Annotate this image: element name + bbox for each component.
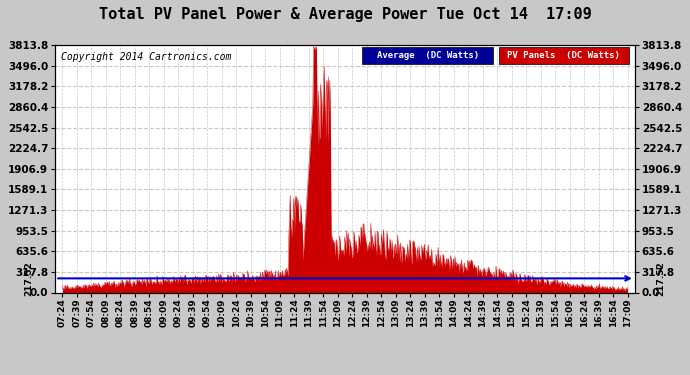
Text: 217.52: 217.52 [656, 261, 665, 296]
Text: 217.52: 217.52 [25, 261, 34, 296]
Text: Copyright 2014 Cartronics.com: Copyright 2014 Cartronics.com [61, 53, 231, 62]
Text: PV Panels  (DC Watts): PV Panels (DC Watts) [507, 51, 620, 60]
FancyBboxPatch shape [362, 48, 493, 63]
Text: Total PV Panel Power & Average Power Tue Oct 14  17:09: Total PV Panel Power & Average Power Tue… [99, 8, 591, 22]
Text: Average  (DC Watts): Average (DC Watts) [377, 51, 479, 60]
FancyBboxPatch shape [499, 48, 629, 63]
